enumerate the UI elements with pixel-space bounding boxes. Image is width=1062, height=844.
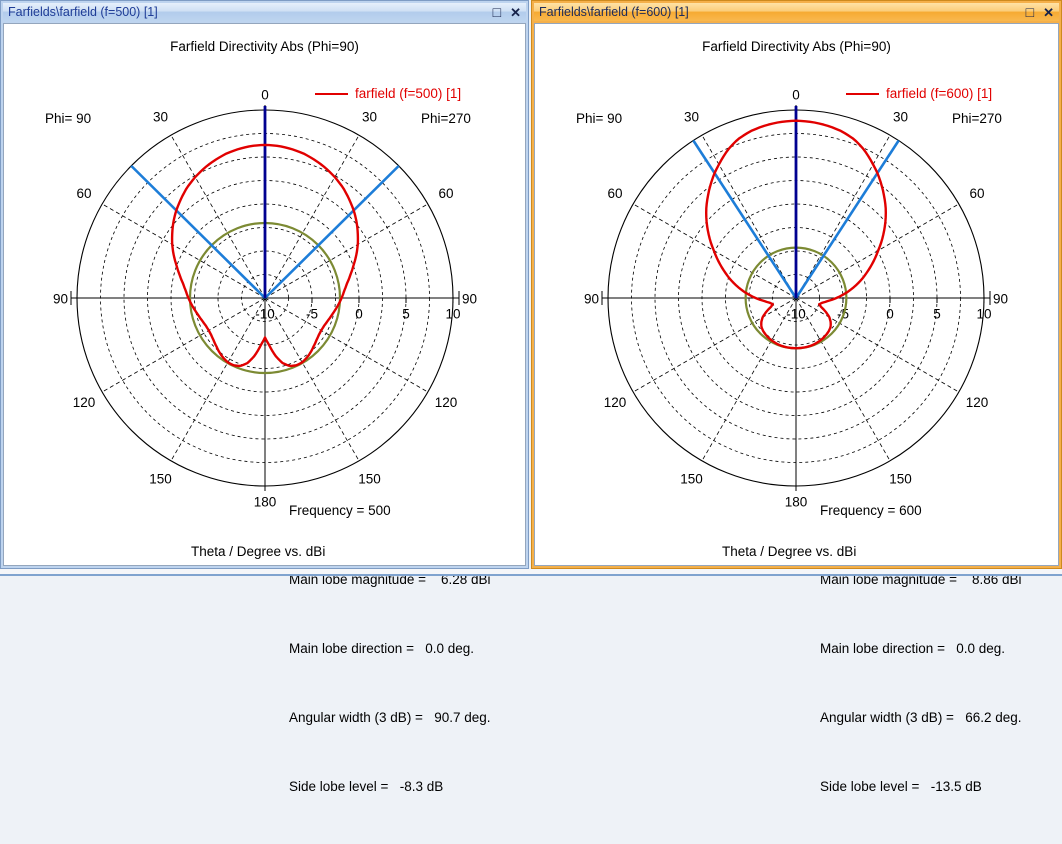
svg-text:150: 150 <box>358 471 381 486</box>
svg-text:10: 10 <box>445 307 460 322</box>
stat-side-lobe-level: Side lobe level = -13.5 dB <box>820 779 982 794</box>
stat-side-lobe-level: Side lobe level = -8.3 dB <box>289 779 444 794</box>
phi-90-label: Phi= 90 <box>576 111 623 126</box>
farfield-window-f500: Farfields\farfield (f=500) [1] □ ✕ -10 -5… <box>0 0 529 794</box>
svg-text:-10: -10 <box>255 307 275 322</box>
stat-angular-width: Angular width (3 dB) = 90.7 deg. <box>289 710 491 725</box>
farfield-stats: Frequency = 600 Main lobe magnitude = 8.… <box>820 453 1022 844</box>
svg-text:180: 180 <box>785 495 808 510</box>
close-icon[interactable]: ✕ <box>510 4 521 20</box>
svg-text:0: 0 <box>261 88 269 103</box>
svg-text:60: 60 <box>438 186 453 201</box>
stat-main-lobe-direction: Main lobe direction = 0.0 deg. <box>820 641 1005 656</box>
svg-text:90: 90 <box>462 292 477 307</box>
svg-text:-5: -5 <box>306 307 318 322</box>
maximize-icon[interactable]: □ <box>492 3 502 20</box>
window-title: Farfields\farfield (f=600) [1] <box>539 5 689 19</box>
stat-frequency: Frequency = 500 <box>289 503 391 518</box>
phi-270-label: Phi=270 <box>952 111 1002 126</box>
stat-frequency: Frequency = 600 <box>820 503 922 518</box>
svg-text:5: 5 <box>933 307 941 322</box>
stat-main-lobe-direction: Main lobe direction = 0.0 deg. <box>289 641 474 656</box>
svg-text:60: 60 <box>76 186 91 201</box>
legend: farfield (f=500) [1] <box>315 86 461 101</box>
plot-title: Farfield Directivity Abs (Phi=90) <box>702 39 891 54</box>
close-icon[interactable]: ✕ <box>1043 4 1054 20</box>
svg-text:30: 30 <box>684 110 699 125</box>
axis-caption: Theta / Degree vs. dBi <box>722 544 857 559</box>
svg-text:90: 90 <box>993 292 1008 307</box>
phi-90-label: Phi= 90 <box>45 111 92 126</box>
svg-text:90: 90 <box>584 292 599 307</box>
axis-caption: Theta / Degree vs. dBi <box>191 544 326 559</box>
svg-text:150: 150 <box>680 471 703 486</box>
legend-label: farfield (f=600) [1] <box>886 86 993 101</box>
svg-text:60: 60 <box>969 186 984 201</box>
phi-270-label: Phi=270 <box>421 111 471 126</box>
stat-angular-width: Angular width (3 dB) = 66.2 deg. <box>820 710 1022 725</box>
plot-area: -10 -5 0 5 10 0 30 30 60 60 90 90 120 120 150 150 180 Fa… <box>534 23 1059 794</box>
svg-text:0: 0 <box>355 307 363 322</box>
legend-line-swatch <box>846 92 879 95</box>
svg-text:180: 180 <box>254 495 277 510</box>
svg-text:30: 30 <box>153 110 168 125</box>
svg-text:30: 30 <box>362 110 377 125</box>
titlebar[interactable]: Farfields\farfield (f=500) [1] □ ✕ <box>3 3 526 21</box>
farfield-stats: Frequency = 500 Main lobe magnitude = 6.… <box>289 453 491 844</box>
window-frame: Farfields\farfield (f=600) [1] □ ✕ -10 -5… <box>531 0 1062 794</box>
mdi-background-strip <box>0 569 1062 576</box>
svg-text:120: 120 <box>435 395 458 410</box>
svg-text:5: 5 <box>402 307 410 322</box>
svg-text:150: 150 <box>889 471 912 486</box>
farfield-window-f600: Farfields\farfield (f=600) [1] □ ✕ -10 -5… <box>531 0 1062 794</box>
svg-text:0: 0 <box>792 88 800 103</box>
svg-text:0: 0 <box>886 307 894 322</box>
svg-text:30: 30 <box>893 110 908 125</box>
svg-text:150: 150 <box>149 471 172 486</box>
maximize-icon[interactable]: □ <box>1025 3 1035 20</box>
plot-title: Farfield Directivity Abs (Phi=90) <box>170 39 359 54</box>
svg-text:90: 90 <box>53 292 68 307</box>
svg-text:60: 60 <box>607 186 622 201</box>
svg-text:120: 120 <box>604 395 627 410</box>
svg-text:120: 120 <box>966 395 989 410</box>
window-title: Farfields\farfield (f=500) [1] <box>8 5 158 19</box>
titlebar-buttons: □ ✕ <box>1025 3 1054 20</box>
svg-text:-10: -10 <box>786 307 806 322</box>
polar-plot-canvas: -10 -5 0 5 10 0 30 30 60 60 90 90 120 120 150 150 180 <box>53 88 477 510</box>
svg-text:120: 120 <box>73 395 96 410</box>
plot-area: -10 -5 0 5 10 0 30 30 60 60 90 90 120 120 150 150 180 Fa… <box>3 23 526 794</box>
legend-label: farfield (f=500) [1] <box>355 86 462 101</box>
legend: farfield (f=600) [1] <box>846 86 992 101</box>
svg-text:10: 10 <box>976 307 991 322</box>
window-frame: Farfields\farfield (f=500) [1] □ ✕ -10 -5… <box>0 0 529 794</box>
titlebar[interactable]: Farfields\farfield (f=600) [1] □ ✕ <box>534 3 1059 21</box>
titlebar-buttons: □ ✕ <box>492 3 521 20</box>
legend-line-swatch <box>315 92 348 95</box>
